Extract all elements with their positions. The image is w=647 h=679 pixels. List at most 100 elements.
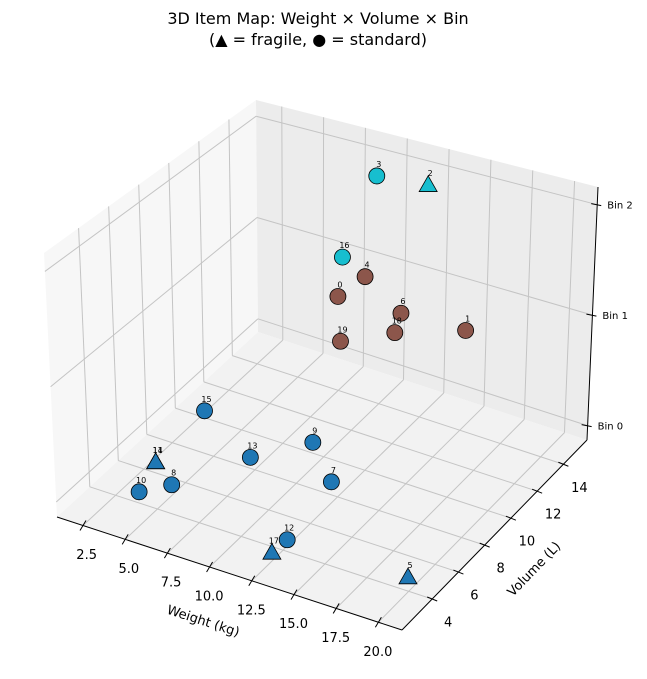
- x-tick-mark: [248, 575, 256, 587]
- floor-pane: [57, 332, 587, 630]
- z-axis-label: Bin index: [644, 288, 647, 349]
- point-fragile-2: [418, 175, 438, 192]
- grid-line-z-left: [55, 318, 259, 503]
- grid-line-x-floor: [124, 352, 324, 540]
- point-standard-4: [356, 268, 374, 286]
- grid-line-y-floor: [175, 407, 512, 519]
- point-label: 16: [339, 241, 349, 250]
- point-standard-10: [130, 483, 148, 501]
- x-tick-mark: [79, 520, 87, 531]
- point-standard-15: [196, 402, 213, 420]
- z-tick-label: Bin 2: [607, 201, 633, 212]
- point-label: 14: [153, 446, 163, 455]
- point-label: 3: [376, 160, 381, 169]
- point-label: 13: [247, 441, 257, 450]
- point-label: 6: [400, 297, 405, 306]
- x-tick-mark: [121, 534, 129, 545]
- z-tick-mark: [586, 313, 597, 317]
- z-tick-mark: [591, 203, 602, 207]
- point-fragile-5: [398, 567, 418, 585]
- point-standard-3: [368, 167, 386, 185]
- point-standard-6: [392, 304, 410, 322]
- point-label: 19: [337, 325, 347, 334]
- y-tick-label: 10: [519, 535, 536, 550]
- axis-lines: [56, 186, 599, 631]
- point-label: 9: [312, 426, 317, 435]
- left-pane: [44, 100, 258, 517]
- point-label: 11: [153, 446, 163, 455]
- y-tick-mark: [531, 488, 543, 494]
- point-standard-0: [329, 288, 347, 305]
- point-standard-9: [304, 433, 322, 451]
- point-label: 7: [331, 466, 336, 475]
- point-label: 8: [171, 469, 176, 478]
- grid-line-x-back: [403, 138, 408, 380]
- x-tick-label: 15.0: [279, 617, 308, 632]
- grid-line-y-left: [228, 119, 233, 356]
- grid-lines: [44, 106, 598, 623]
- grid-line-x-floor: [167, 366, 364, 554]
- x-tick-mark: [374, 617, 382, 628]
- grid-line-x-back: [523, 170, 534, 420]
- point-standard-13: [241, 448, 259, 466]
- z-axis-line: [586, 186, 599, 441]
- point-label: 5: [407, 561, 412, 570]
- z-tick-label: Bin 1: [602, 311, 628, 322]
- point-label: 17: [269, 536, 279, 545]
- x-axis-line: [56, 516, 403, 631]
- grid-line-x-floor: [82, 339, 284, 526]
- y-axis-line: [401, 439, 588, 631]
- grid-line-x-floor: [251, 392, 445, 582]
- x-tick-label: 5.0: [119, 562, 140, 577]
- point-label: 10: [136, 476, 146, 485]
- z-tick-label: Bin 0: [598, 422, 624, 433]
- grid-line-y-floor: [203, 381, 538, 492]
- grid-line-y-floor: [89, 486, 433, 600]
- grid-line-y-left: [138, 184, 148, 435]
- x-tick-mark: [206, 561, 214, 573]
- grid-line-x-back: [443, 149, 450, 393]
- x-axis-label: Weight (kg): [165, 603, 241, 641]
- back-pane: [256, 100, 598, 440]
- grid-line-z-left: [50, 217, 258, 388]
- grid-line-x-back: [483, 159, 492, 407]
- point-standard-18: [386, 324, 404, 342]
- grid-line-y-left: [78, 228, 91, 487]
- y-tick-label: 6: [470, 589, 478, 604]
- grid-line-x-floor: [209, 379, 404, 568]
- x-tick-label: 10.0: [195, 589, 224, 604]
- y-tick-mark: [505, 515, 517, 521]
- point-label: 12: [284, 524, 294, 533]
- point-fragile-14: [145, 452, 166, 470]
- point-label: 15: [201, 395, 211, 404]
- point-label: 2: [428, 169, 433, 178]
- y-tick-mark: [453, 569, 464, 575]
- grid-line-y-left: [198, 141, 205, 382]
- x-tick-label: 20.0: [363, 645, 392, 660]
- x-tick-label: 17.5: [321, 631, 350, 646]
- grid-line-x-back: [322, 117, 325, 354]
- point-standard-12: [278, 531, 296, 549]
- chart-subtitle: (▲ = fragile, ● = standard): [209, 30, 427, 49]
- grid-line-x-back: [563, 181, 576, 433]
- point-fragile-17: [262, 542, 282, 560]
- y-tick-label: 8: [497, 562, 505, 577]
- point-standard-8: [163, 476, 181, 494]
- tick-labels: 2.55.07.510.012.515.017.520.0468101214Bi…: [76, 201, 632, 660]
- grid-line-z-back: [256, 217, 593, 316]
- point-standard-7: [322, 473, 340, 491]
- point-label: 0: [337, 280, 342, 289]
- y-tick-label: 4: [444, 616, 452, 631]
- grid-line-z-back: [256, 115, 598, 206]
- point-label: 1: [465, 314, 470, 323]
- grid-line-x-floor: [378, 432, 565, 623]
- grid-line-x-back: [362, 127, 366, 367]
- grid-line-z-back: [257, 318, 588, 427]
- grid-line-y-left: [168, 162, 176, 409]
- grid-line-x-floor: [335, 419, 525, 609]
- point-standard-19: [332, 332, 349, 350]
- x-tick-mark: [332, 603, 340, 614]
- y-tick-label: 12: [545, 508, 562, 523]
